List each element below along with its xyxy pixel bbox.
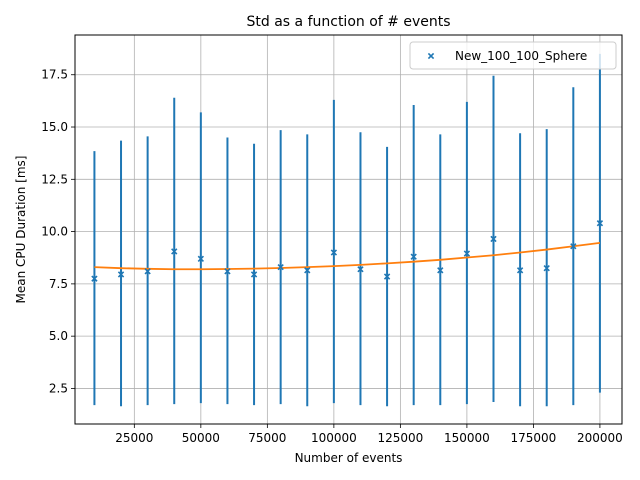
y-axis-label: Mean CPU Duration [ms] [14, 156, 28, 304]
marker-stroke [117, 271, 125, 278]
data-point [224, 268, 231, 275]
data-point [330, 249, 338, 256]
data-point [117, 271, 125, 278]
marker-stroke [570, 243, 577, 250]
data-point [410, 253, 417, 260]
marker-stroke [91, 275, 98, 282]
data-point [277, 263, 284, 271]
x-tick-label: 75000 [248, 431, 286, 445]
marker-stroke [144, 268, 151, 275]
y-tick-label: 7.5 [49, 277, 68, 291]
x-tick-label: 100000 [311, 431, 357, 445]
y-tick-label: 5.0 [49, 329, 68, 343]
marker-stroke [277, 263, 284, 271]
y-tick-label: 17.5 [41, 68, 68, 82]
y-tick-label: 15.0 [41, 120, 68, 134]
plot-area [75, 35, 622, 424]
data-point [357, 266, 364, 273]
data-point [144, 268, 151, 275]
x-tick-label: 25000 [115, 431, 153, 445]
plot-frame [74, 34, 623, 425]
data-point [171, 248, 178, 255]
x-tick-label: 200000 [577, 431, 623, 445]
legend-label: New_100_100_Sphere [455, 49, 587, 63]
marker-stroke [250, 271, 258, 278]
x-tick-label: 50000 [182, 431, 220, 445]
marker-stroke [304, 267, 311, 274]
x-tick-label: 175000 [510, 431, 556, 445]
chart-title: Std as a function of # events [247, 14, 451, 30]
x-tick-label: 150000 [444, 431, 490, 445]
legend-marker-cross [427, 52, 435, 60]
data-point [516, 267, 524, 274]
marker-stroke [516, 267, 524, 274]
marker-stroke [330, 249, 338, 256]
x-ticks: 25000 50000 75000 100000 125000 150000 175000 2… [115, 424, 623, 445]
marker-stroke [357, 266, 364, 273]
data-point [250, 271, 258, 278]
data-point [490, 235, 497, 243]
marker-stroke [543, 265, 550, 272]
y-tick-label: 2.5 [49, 381, 68, 395]
y-tick-label: 12.5 [41, 172, 68, 186]
legend-box [409, 41, 617, 70]
data-point [383, 273, 391, 280]
legend: New_100_100_Sphere [409, 41, 617, 70]
marker-stroke [463, 250, 471, 257]
marker-stroke [410, 253, 417, 260]
marker-stroke [490, 235, 497, 243]
marker-stroke [171, 248, 178, 255]
data-point [463, 250, 471, 257]
marker-stroke [427, 52, 435, 60]
x-axis-label: Number of events [295, 451, 403, 465]
y-ticks: 2.5 5.0 7.5 10.0 12.5 15.0 17.5 [41, 68, 75, 395]
data-point [91, 275, 98, 282]
data-point [304, 267, 311, 274]
marker-stroke [383, 273, 391, 280]
marker-stroke [224, 268, 231, 275]
data-point [197, 255, 205, 262]
series-layer [91, 53, 604, 407]
data-point [437, 267, 444, 274]
marker-stroke [596, 220, 604, 227]
x-tick-label: 125000 [377, 431, 423, 445]
data-point [543, 265, 550, 272]
marker-stroke [197, 255, 205, 262]
data-point [570, 243, 577, 250]
y-tick-label: 10.0 [41, 225, 68, 239]
data-point [596, 220, 604, 227]
legend-marker [427, 52, 435, 60]
fit-line [94, 241, 601, 271]
marker-stroke [437, 267, 444, 274]
